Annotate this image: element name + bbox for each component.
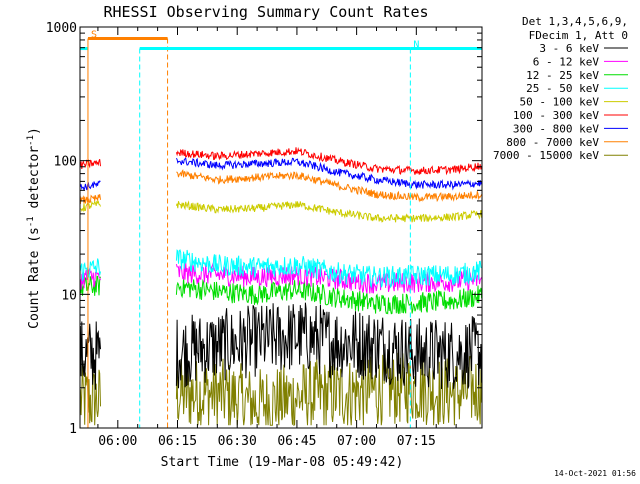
y-tick-label-1: 1 xyxy=(69,422,77,437)
legend-entry-8-label: 800 - 7000 keV xyxy=(506,136,599,149)
annotation-n-label: N xyxy=(413,40,419,51)
axes: 06:00 06:15 06:30 06:45 07:00 07:15 1 10 100 1000 xyxy=(46,21,483,449)
x-tick-label-4: 06:45 xyxy=(277,434,316,449)
y-label-sup1: -1 xyxy=(26,216,36,227)
plot-area: SN xyxy=(79,30,483,428)
y-label-prefix: Count Rate (s xyxy=(27,227,42,329)
series-2-segment-1 xyxy=(79,267,101,290)
legend-entry-9-label: 7000 - 15000 keV xyxy=(493,149,599,162)
legend-entry-5: 50 - 100 keV xyxy=(520,96,628,109)
legend-entry-9: 7000 - 15000 keV xyxy=(493,149,628,162)
annotation-s: S xyxy=(87,30,169,428)
series-1-segment-2 xyxy=(175,302,483,390)
x-tick-label-6: 07:15 xyxy=(397,434,436,449)
legend-entry-1: 3 - 6 keV xyxy=(539,42,628,55)
legend-entry-3: 12 - 25 keV xyxy=(526,69,628,82)
legend-entry-4-label: 25 - 50 keV xyxy=(526,82,599,95)
legend-entry-3-label: 12 - 25 keV xyxy=(526,69,599,82)
legend-entry-8: 800 - 7000 keV xyxy=(506,136,628,149)
series-4-segment-1 xyxy=(79,258,101,282)
x-tick-label-5: 07:00 xyxy=(337,434,376,449)
y-label-mid: detector xyxy=(27,146,42,217)
legend-entry-2: 6 - 12 keV xyxy=(533,55,628,68)
y-axis-label: Count Rate (s-1 detector-1) xyxy=(26,127,42,329)
chart-title: RHESSI Observing Summary Count Rates xyxy=(103,3,428,21)
y-tick-label-2: 10 xyxy=(61,288,77,303)
legend-entry-6-label: 100 - 300 keV xyxy=(513,109,599,122)
series-4-segment-2 xyxy=(175,248,482,289)
series-6-segment-2 xyxy=(175,147,483,176)
legend-entry-1-label: 3 - 6 keV xyxy=(539,42,599,55)
series-2-segment-2 xyxy=(175,262,483,294)
y-tick-label-4: 1000 xyxy=(46,21,77,36)
series-7-segment-2 xyxy=(175,156,483,191)
generation-timestamp: 14-Oct-2021 01:56 xyxy=(554,469,636,478)
series-4-trace xyxy=(79,248,482,289)
x-tick-label-3: 06:30 xyxy=(218,434,257,449)
x-tick-label-2: 06:15 xyxy=(158,434,197,449)
legend-entry-4: 25 - 50 keV xyxy=(526,82,628,95)
y-label-sup2: -1 xyxy=(26,135,36,146)
legend-entry-7: 300 - 800 keV xyxy=(513,122,628,135)
legend-entry-7-label: 300 - 800 keV xyxy=(513,122,599,135)
legend-header-line-2: FDecim 1, Att 0 xyxy=(529,29,628,42)
series-1-trace xyxy=(79,302,483,390)
series-6-segment-1 xyxy=(79,158,101,169)
annotation-s-label: S xyxy=(91,30,97,41)
series-3-segment-2 xyxy=(175,276,483,315)
plot-frame xyxy=(79,26,483,429)
series-7-trace xyxy=(79,156,483,191)
series-2-trace xyxy=(79,262,483,294)
legend-entry-2-label: 6 - 12 keV xyxy=(533,55,600,68)
series-3-trace xyxy=(79,275,483,315)
legend-entry-6: 100 - 300 keV xyxy=(513,109,628,122)
series-5-segment-2 xyxy=(175,200,483,223)
legend-header-line-1: Det 1,3,4,5,6,9, xyxy=(522,15,628,28)
series-1-segment-1 xyxy=(79,321,101,390)
series-6-trace xyxy=(79,147,483,176)
x-axis-label: Start Time (19-Mar-08 05:49:42) xyxy=(161,455,404,470)
series-9-segment-2 xyxy=(175,352,483,427)
x-tick-label-1: 06:00 xyxy=(98,434,137,449)
series-5-segment-1 xyxy=(80,199,101,213)
legend-entry-5-label: 50 - 100 keV xyxy=(520,96,600,109)
series-8-trace xyxy=(79,169,483,205)
series-7-segment-1 xyxy=(79,180,101,191)
y-tick-label-3: 100 xyxy=(54,155,77,170)
series-5-trace xyxy=(80,199,483,223)
series-8-segment-2 xyxy=(176,169,483,203)
y-label-suffix: ) xyxy=(27,127,42,135)
annotation-n: N xyxy=(139,40,419,428)
